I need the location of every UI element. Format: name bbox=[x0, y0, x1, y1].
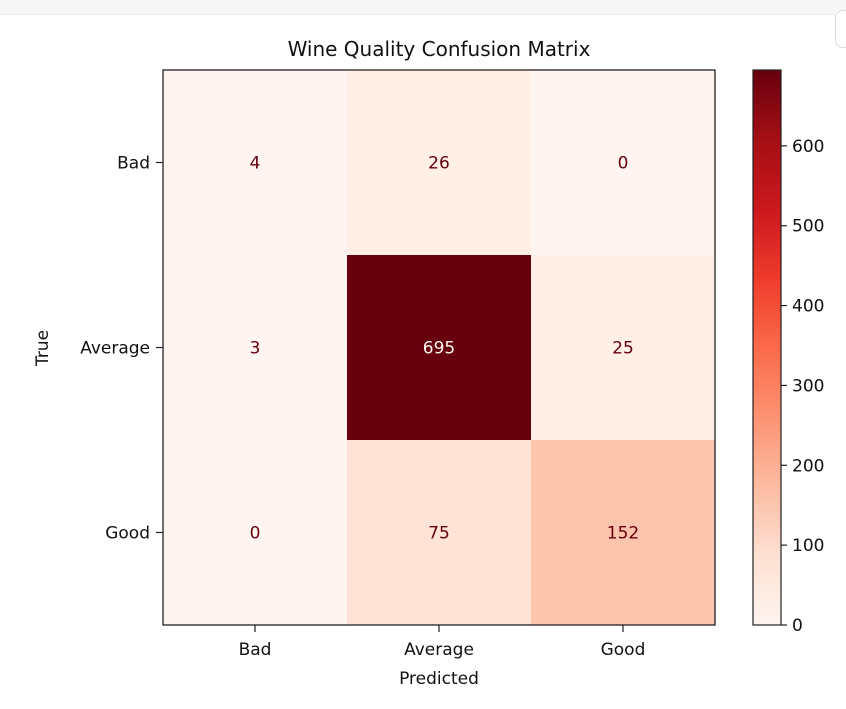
heatmap-cell-r2-c0 bbox=[163, 440, 348, 626]
heatmap-cell-r0-c0 bbox=[163, 70, 348, 256]
cell-value-r0-c2: 0 bbox=[618, 154, 629, 174]
colorbar-tick-label-0: 0 bbox=[792, 616, 803, 636]
cell-value-r1-c0: 3 bbox=[250, 339, 261, 359]
colorbar-tick-label-4: 400 bbox=[792, 297, 824, 317]
colorbar bbox=[753, 70, 781, 625]
chart-title: Wine Quality Confusion Matrix bbox=[288, 37, 591, 61]
y-axis-ticks: Bad Average Good bbox=[80, 154, 163, 544]
x-tick-label-0: Bad bbox=[239, 640, 272, 660]
x-tick-label-1: Average bbox=[404, 640, 474, 660]
cell-value-r1-c2: 25 bbox=[612, 339, 634, 359]
colorbar-tick-label-2: 200 bbox=[792, 456, 824, 476]
y-axis-label: True bbox=[33, 330, 53, 367]
colorbar-ticks: 0 100 200 300 400 500 600 bbox=[781, 137, 824, 636]
heatmap-cell-r0-c1 bbox=[347, 70, 532, 256]
cell-value-r1-c1: 695 bbox=[423, 339, 455, 359]
colorbar-tick-label-3: 300 bbox=[792, 376, 824, 396]
y-tick-label-1: Average bbox=[80, 339, 150, 359]
heatmap-cell-labels: 4 26 0 3 695 25 0 75 152 bbox=[250, 154, 640, 544]
y-tick-label-2: Good bbox=[105, 524, 150, 544]
heatmap-cell-r2-c1 bbox=[347, 440, 532, 626]
x-axis-ticks: Bad Average Good bbox=[239, 625, 646, 660]
cell-value-r2-c1: 75 bbox=[428, 524, 450, 544]
y-tick-label-0: Bad bbox=[117, 154, 150, 174]
heatmap-cell-r1-c1 bbox=[347, 255, 532, 441]
colorbar-tick-label-1: 100 bbox=[792, 536, 824, 556]
cell-value-r2-c0: 0 bbox=[250, 524, 261, 544]
heatmap-cell-r2-c2 bbox=[531, 440, 716, 626]
panel-edge-tab bbox=[835, 10, 846, 48]
heatmap-cell-r0-c2 bbox=[531, 70, 716, 256]
x-axis-label: Predicted bbox=[399, 669, 479, 689]
colorbar-tick-label-6: 600 bbox=[792, 137, 824, 157]
colorbar-tick-label-5: 500 bbox=[792, 217, 824, 237]
cell-value-r0-c1: 26 bbox=[428, 154, 450, 174]
heatmap-cell-r1-c2 bbox=[531, 255, 716, 441]
colorbar-frame bbox=[752, 69, 782, 626]
cell-value-r2-c2: 152 bbox=[607, 524, 639, 544]
heatmap-cells bbox=[163, 70, 716, 626]
heatmap-cell-r1-c0 bbox=[163, 255, 348, 441]
cell-value-r0-c0: 4 bbox=[250, 154, 261, 174]
top-strip bbox=[0, 0, 846, 15]
x-tick-label-2: Good bbox=[601, 640, 646, 660]
